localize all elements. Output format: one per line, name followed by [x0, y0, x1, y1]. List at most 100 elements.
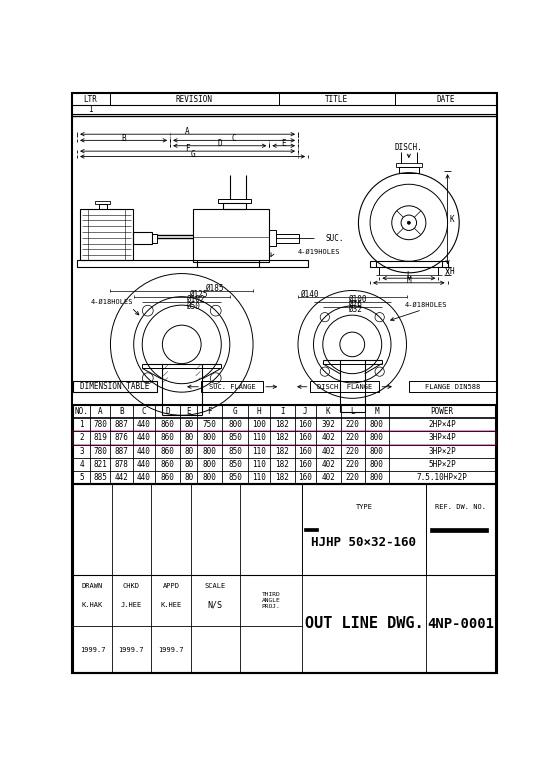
- Text: 885: 885: [93, 473, 107, 482]
- Text: SUC.: SUC.: [325, 234, 344, 243]
- Text: 876: 876: [115, 433, 129, 442]
- Text: SCALE: SCALE: [204, 583, 226, 589]
- Bar: [152, 234, 157, 243]
- Text: L: L: [350, 408, 355, 416]
- Text: 800: 800: [228, 420, 242, 430]
- Bar: [77, 260, 308, 267]
- Bar: [223, 203, 246, 209]
- Text: 2: 2: [79, 433, 84, 442]
- Text: 878: 878: [115, 460, 129, 468]
- Text: 220: 220: [346, 473, 360, 482]
- Text: 440: 440: [137, 473, 151, 482]
- Text: 800: 800: [203, 473, 216, 482]
- Text: M: M: [406, 276, 411, 285]
- Bar: [193, 209, 269, 262]
- Text: THIRD
ANGLE
PROJ.: THIRD ANGLE PROJ.: [261, 592, 280, 609]
- Text: J: J: [303, 408, 307, 416]
- Text: 5: 5: [79, 473, 84, 482]
- Text: REVISION: REVISION: [175, 95, 213, 104]
- Text: F: F: [185, 144, 190, 153]
- Text: B: B: [119, 408, 124, 416]
- Text: 887: 887: [115, 420, 129, 430]
- Text: 220: 220: [346, 446, 360, 455]
- Text: 850: 850: [228, 473, 242, 482]
- Text: Ø125: Ø125: [189, 290, 208, 299]
- Text: 4: 4: [79, 460, 84, 468]
- Bar: [73, 405, 496, 483]
- Text: G: G: [233, 408, 238, 416]
- Text: 110: 110: [253, 446, 266, 455]
- Text: 800: 800: [370, 433, 384, 442]
- Text: 800: 800: [370, 460, 384, 468]
- Text: 160: 160: [299, 460, 312, 468]
- Text: 860: 860: [160, 460, 174, 468]
- Text: 80: 80: [184, 473, 193, 482]
- Text: 80: 80: [184, 446, 193, 455]
- Text: DATE: DATE: [437, 95, 455, 104]
- Text: 182: 182: [276, 473, 290, 482]
- Text: F: F: [208, 408, 212, 416]
- Text: DIMENSION TABLE: DIMENSION TABLE: [80, 383, 150, 391]
- Text: 821: 821: [93, 460, 107, 468]
- Text: Ø50: Ø50: [185, 301, 199, 310]
- Text: TYPE: TYPE: [355, 503, 372, 509]
- Text: 4NP-0001: 4NP-0001: [427, 617, 495, 631]
- Text: 800: 800: [203, 446, 216, 455]
- Bar: [310, 381, 380, 392]
- Text: 392: 392: [321, 420, 335, 430]
- Text: 860: 860: [160, 433, 174, 442]
- Bar: [99, 204, 107, 209]
- Text: POWER: POWER: [431, 408, 454, 416]
- Text: 440: 440: [137, 420, 151, 430]
- Text: B: B: [122, 134, 126, 143]
- Text: 1999.7: 1999.7: [80, 647, 105, 653]
- Text: Ø185: Ø185: [205, 284, 224, 293]
- Text: REF. DW. NO.: REF. DW. NO.: [435, 503, 486, 509]
- Text: 800: 800: [370, 420, 384, 430]
- Text: 780: 780: [93, 420, 107, 430]
- Text: 182: 182: [276, 460, 290, 468]
- Text: 220: 220: [346, 420, 360, 430]
- Text: LTR: LTR: [83, 95, 97, 104]
- Text: 100: 100: [253, 420, 266, 430]
- Text: 850: 850: [228, 446, 242, 455]
- Text: Ø76: Ø76: [349, 300, 362, 309]
- Circle shape: [407, 221, 410, 225]
- Text: 402: 402: [321, 433, 335, 442]
- Text: G: G: [190, 150, 195, 159]
- Text: CHKD: CHKD: [123, 583, 140, 589]
- Text: 3: 3: [79, 446, 84, 455]
- Text: DISCH.: DISCH.: [395, 143, 423, 152]
- Text: 440: 440: [137, 460, 151, 468]
- Bar: [218, 199, 251, 203]
- Text: 3HP×2P: 3HP×2P: [428, 446, 456, 455]
- Text: E: E: [281, 139, 286, 148]
- Text: K: K: [449, 215, 454, 224]
- Text: 800: 800: [203, 433, 216, 442]
- Text: 1999.7: 1999.7: [119, 647, 144, 653]
- Bar: [201, 381, 263, 392]
- Bar: [430, 528, 488, 531]
- Text: 1999.7: 1999.7: [158, 647, 184, 653]
- Text: J.HEE: J.HEE: [121, 603, 142, 609]
- Text: H: H: [257, 408, 261, 416]
- Text: 110: 110: [253, 473, 266, 482]
- Text: NO.: NO.: [75, 408, 89, 416]
- Text: D: D: [218, 139, 222, 148]
- Text: 1: 1: [88, 105, 93, 114]
- Text: 860: 860: [160, 420, 174, 430]
- Text: 160: 160: [299, 433, 312, 442]
- Text: 80: 80: [184, 433, 193, 442]
- Bar: [396, 163, 422, 167]
- Bar: [80, 209, 133, 260]
- Text: 220: 220: [346, 460, 360, 468]
- Bar: [269, 231, 275, 246]
- Text: I: I: [280, 408, 285, 416]
- Text: 850: 850: [228, 460, 242, 468]
- Bar: [409, 381, 497, 392]
- Text: 860: 860: [160, 473, 174, 482]
- Bar: [73, 381, 157, 392]
- Text: 182: 182: [276, 446, 290, 455]
- Text: 819: 819: [93, 433, 107, 442]
- Text: 750: 750: [203, 420, 216, 430]
